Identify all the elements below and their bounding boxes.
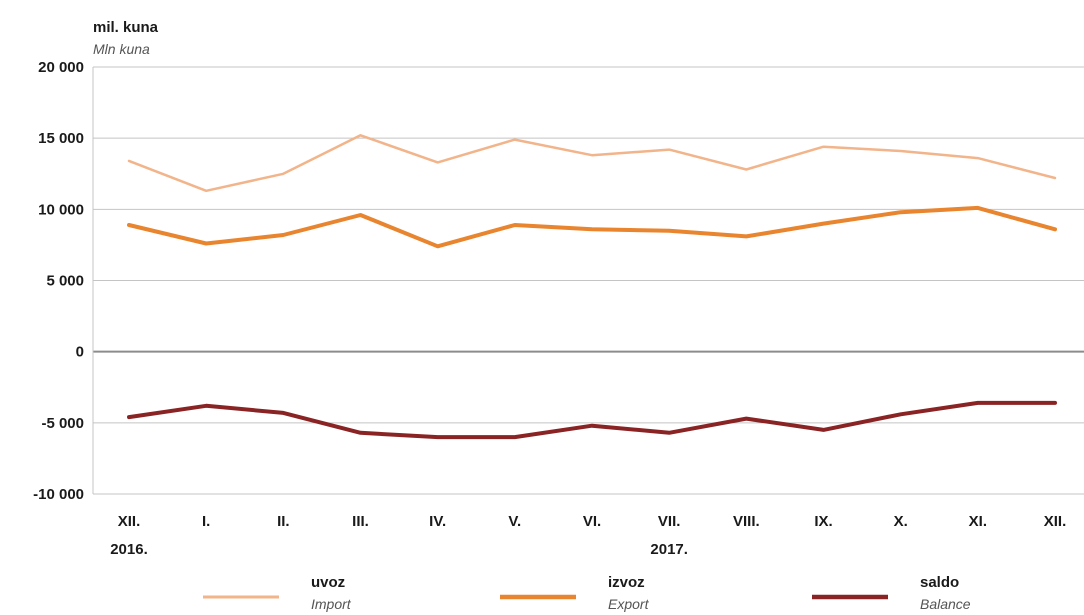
x-tick-label: XII. bbox=[1044, 513, 1067, 530]
legend-label-en-uvoz: Import bbox=[311, 596, 352, 612]
x-tick-label: VII. bbox=[658, 513, 681, 530]
x-tick-label: I. bbox=[202, 513, 210, 530]
year-label: 2016. bbox=[110, 541, 148, 558]
year-label: 2017. bbox=[650, 541, 688, 558]
x-tick-label: II. bbox=[277, 513, 290, 530]
legend-label-uvoz: uvoz bbox=[311, 574, 345, 591]
y-tick-label: 10 000 bbox=[38, 201, 84, 218]
x-tick-label: III. bbox=[352, 513, 369, 530]
x-tick-label: VIII. bbox=[733, 513, 760, 530]
series-line-izvoz bbox=[127, 205, 1057, 249]
series-line-uvoz bbox=[127, 134, 1057, 193]
x-tick-label: XI. bbox=[969, 513, 987, 530]
legend: uvoz Import izvoz Export saldo Balance bbox=[203, 574, 971, 612]
x-tick-label: IV. bbox=[429, 513, 446, 530]
legend-label-en-saldo: Balance bbox=[920, 596, 971, 612]
legend-label-izvoz: izvoz bbox=[608, 574, 645, 591]
y-axis-label: mil. kuna bbox=[93, 19, 159, 36]
x-tick-label: VI. bbox=[583, 513, 601, 530]
legend-label-saldo: saldo bbox=[920, 574, 959, 591]
y-tick-label: 20 000 bbox=[38, 59, 84, 76]
y-tick-label: 5 000 bbox=[46, 273, 84, 290]
y-axis-label-en: Mln kuna bbox=[93, 41, 150, 57]
y-tick-labels: 20 000 15 000 10 000 5 000 0 -5 000 -10 000 bbox=[33, 59, 84, 503]
year-labels: 2016. 2017. bbox=[110, 541, 688, 558]
series-line-saldo bbox=[127, 400, 1057, 440]
y-tick-label: -5 000 bbox=[41, 415, 84, 432]
y-tick-label: 0 bbox=[76, 344, 84, 361]
series-lines bbox=[127, 134, 1057, 440]
y-tick-label: -10 000 bbox=[33, 486, 84, 503]
x-tick-label: X. bbox=[894, 513, 908, 530]
gridlines bbox=[92, 66, 1084, 495]
x-tick-label: V. bbox=[508, 513, 521, 530]
legend-label-en-izvoz: Export bbox=[608, 596, 650, 612]
x-tick-labels: XII. I. II. III. IV. V. VI. VII. VIII. IX. X. XI. XI… bbox=[118, 513, 1067, 530]
y-tick-label: 15 000 bbox=[38, 130, 84, 147]
x-tick-label: IX. bbox=[814, 513, 832, 530]
x-tick-label: XII. bbox=[118, 513, 141, 530]
